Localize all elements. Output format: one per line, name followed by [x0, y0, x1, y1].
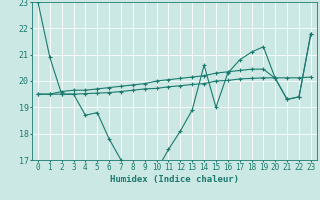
- X-axis label: Humidex (Indice chaleur): Humidex (Indice chaleur): [110, 175, 239, 184]
